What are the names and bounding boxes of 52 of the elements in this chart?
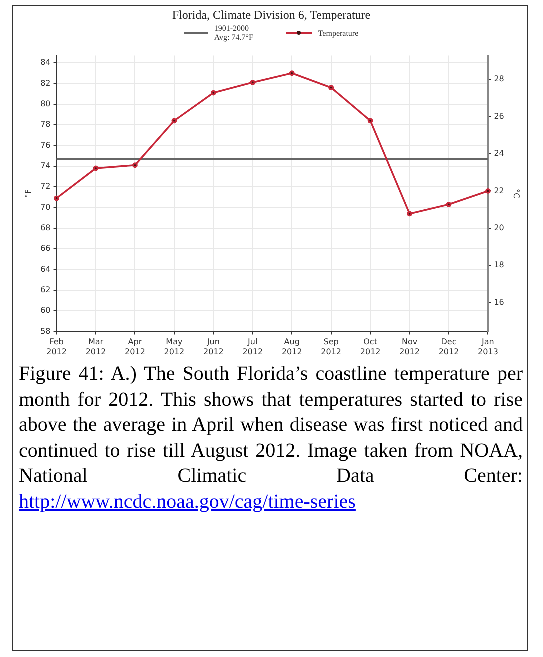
y2-tick-label: 16: [494, 298, 504, 307]
y-tick-label: 84: [40, 58, 51, 68]
point: [486, 188, 491, 194]
point: [54, 196, 60, 202]
x-tick-label: Dec 2012: [438, 338, 460, 356]
legend-label: Temperature: [318, 28, 359, 38]
y-tick-label: 78: [40, 120, 51, 130]
y2-tick-label: 20: [494, 223, 504, 232]
y-tick-label: 70: [40, 202, 51, 212]
y2-axis-title: °C: [512, 189, 522, 200]
x-tick-label: Feb 2012: [46, 338, 67, 356]
x-tick-label: Apr 2012: [125, 338, 146, 356]
y-tick-label: 76: [40, 140, 51, 150]
y2-tick-label: 28: [494, 74, 504, 84]
y2-tick-label: 22: [494, 186, 504, 196]
point: [368, 118, 374, 124]
x-tick-label: Nov 2012: [400, 338, 420, 356]
y-tick-label: 72: [40, 182, 51, 192]
y-tick-label: 58: [40, 326, 51, 336]
point: [93, 166, 99, 172]
point: [250, 80, 256, 86]
caption: Figure 41: A.) The South Florida’s coastline temperature per month for 2012. This shows that temperatures started to rise above the average in April when disease was first noticed and continued to rise till August 2012. Image taken from NOAA, National Climatic Data Center:: [19, 363, 523, 487]
point: [132, 162, 138, 168]
point: [172, 118, 178, 124]
y-tick-label: 66: [40, 244, 51, 254]
y-tick-label: 60: [40, 306, 51, 316]
point: [289, 70, 295, 76]
y-tick-label: 74: [40, 161, 51, 170]
y-tick-label: 80: [40, 99, 51, 108]
x-tick-label: May 2012: [164, 338, 185, 356]
x-tick-label: Oct 2012: [360, 338, 381, 356]
point: [446, 202, 452, 208]
y-axis-title: °F: [24, 189, 33, 198]
x-tick-label: Sep 2012: [321, 338, 342, 356]
x-tick-label: Jan 2013: [478, 338, 498, 356]
x-tick-label: Jul 2012: [242, 338, 264, 356]
chart-title: Florida, Climate Division 6, Temperature: [171, 8, 372, 23]
text: http://www.ncdc.noaa.gov/cag/time-series: [19, 490, 356, 512]
point: [407, 211, 412, 217]
x-tick-label: Jun 2012: [203, 338, 224, 356]
y2-tick-label: 26: [494, 112, 504, 121]
y-tick-label: 64: [40, 264, 51, 274]
point: [328, 85, 334, 91]
legend-label: 1901-2000 Avg: 74.7°F: [214, 24, 254, 42]
y-tick-label: 82: [40, 78, 51, 88]
y-tick-label: 68: [40, 224, 51, 233]
x-tick-label: Mar 2012: [86, 338, 106, 356]
y-tick-label: 62: [40, 286, 51, 295]
x-tick-label: Aug 2012: [282, 338, 302, 356]
point: [210, 90, 216, 96]
y2-tick-label: 24: [494, 149, 504, 158]
y2-tick-label: 18: [494, 260, 504, 270]
